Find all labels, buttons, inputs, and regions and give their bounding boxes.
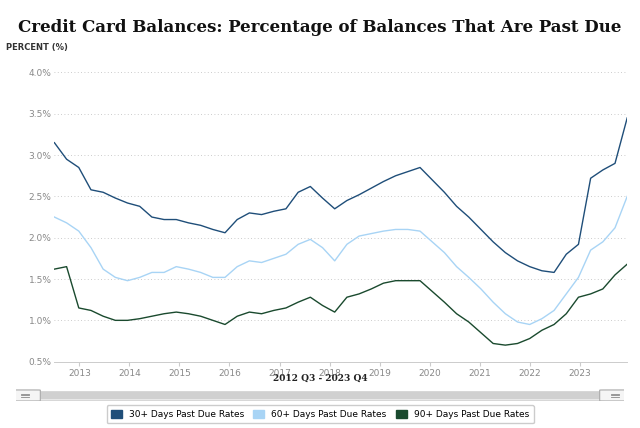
Bar xyxy=(16,391,624,400)
FancyBboxPatch shape xyxy=(600,390,630,401)
Text: Credit Card Balances: Percentage of Balances That Are Past Due: Credit Card Balances: Percentage of Bala… xyxy=(19,19,621,36)
Bar xyxy=(37,392,603,399)
FancyBboxPatch shape xyxy=(10,390,40,401)
Text: 2012 Q3 - 2023 Q4: 2012 Q3 - 2023 Q4 xyxy=(273,374,367,383)
Legend: 30+ Days Past Due Rates, 60+ Days Past Due Rates, 90+ Days Past Due Rates: 30+ Days Past Due Rates, 60+ Days Past D… xyxy=(106,405,534,423)
Text: PERCENT (%): PERCENT (%) xyxy=(6,43,68,52)
